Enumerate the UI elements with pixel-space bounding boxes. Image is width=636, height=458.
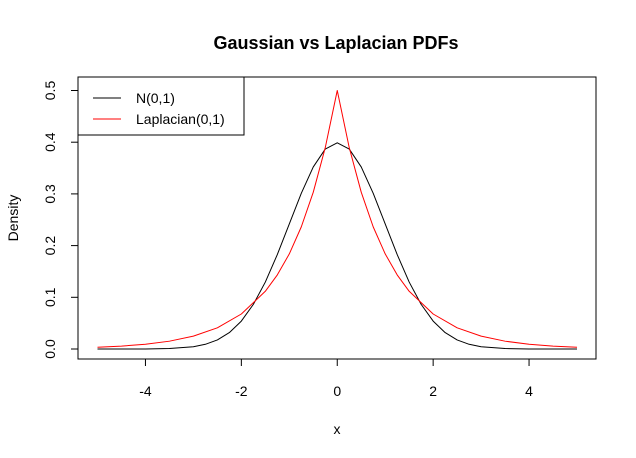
x-axis-label: x — [334, 421, 341, 437]
series-line-laplacian — [97, 90, 578, 348]
x-axis: -4 -2 0 2 4 — [139, 358, 533, 399]
x-tick-label: -2 — [235, 383, 248, 399]
y-axis: 0.0 0.1 0.2 0.3 0.4 0.5 — [42, 81, 79, 359]
legend-label-laplacian: Laplacian(0,1) — [136, 111, 225, 127]
x-tick-label: -4 — [139, 383, 152, 399]
legend-box — [77, 76, 245, 136]
legend: N(0,1) Laplacian(0,1) — [77, 76, 245, 136]
y-tick-label: 0.4 — [42, 132, 58, 152]
legend-label-n01: N(0,1) — [136, 90, 175, 106]
series-line-n01 — [97, 142, 577, 350]
series-layer — [97, 90, 578, 350]
y-tick-label: 0.1 — [42, 287, 58, 307]
chart-title: Gaussian vs Laplacian PDFs — [213, 33, 458, 53]
y-tick-label: 0.2 — [42, 236, 58, 256]
x-tick-label: 4 — [525, 383, 533, 399]
y-tick-label: 0.5 — [42, 81, 58, 101]
y-axis-label: Density — [5, 195, 21, 242]
y-tick-label: 0.0 — [42, 339, 58, 359]
y-tick-label: 0.3 — [42, 184, 58, 204]
x-tick-label: 0 — [333, 383, 341, 399]
x-tick-label: 2 — [429, 383, 437, 399]
